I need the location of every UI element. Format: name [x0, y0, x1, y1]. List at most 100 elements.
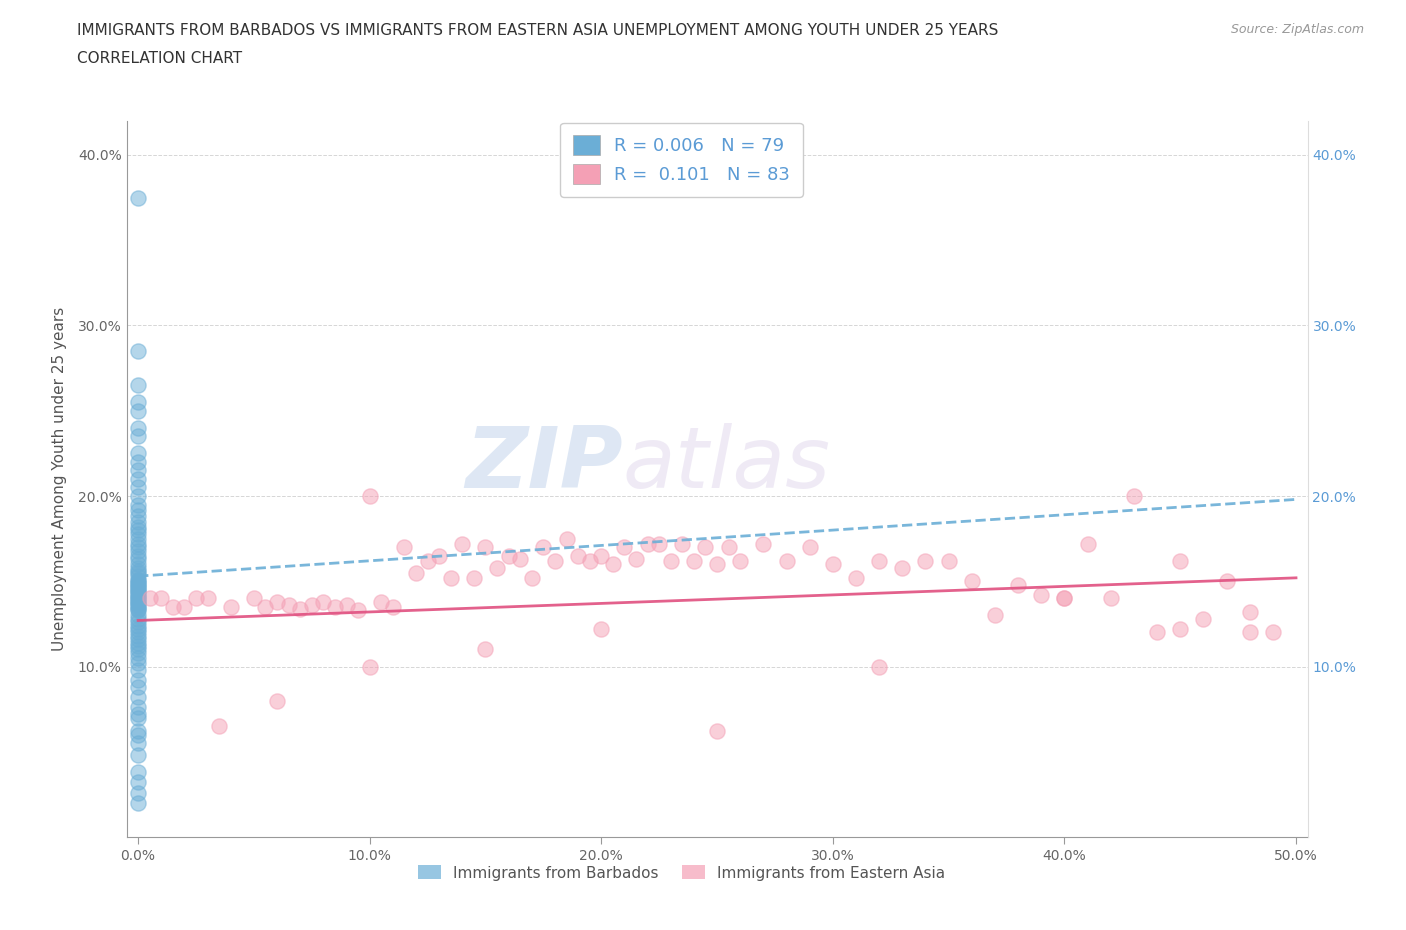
Point: [301, 598, 323, 613]
Legend: Immigrants from Barbados, Immigrants from Eastern Asia: Immigrants from Barbados, Immigrants fro…: [412, 859, 950, 886]
Point: [127, 539, 149, 554]
Point: [127, 795, 149, 810]
Point: [127, 472, 149, 486]
Point: [127, 480, 149, 495]
Point: [219, 600, 242, 615]
Point: [150, 591, 173, 605]
Point: [127, 600, 149, 615]
Point: [591, 621, 613, 636]
Point: [474, 539, 496, 554]
Point: [127, 565, 149, 580]
Point: [544, 553, 567, 568]
Point: [127, 594, 149, 609]
Point: [1239, 604, 1261, 619]
Point: [127, 572, 149, 587]
Point: [127, 344, 149, 359]
Point: [717, 539, 740, 554]
Point: [891, 560, 914, 575]
Point: [486, 560, 509, 575]
Point: [127, 690, 149, 705]
Point: [1261, 625, 1284, 640]
Point: [127, 578, 149, 592]
Point: [821, 557, 844, 572]
Point: [127, 446, 149, 461]
Point: [127, 588, 149, 603]
Point: [127, 711, 149, 725]
Point: [427, 549, 450, 564]
Point: [1122, 488, 1144, 503]
Point: [127, 564, 149, 578]
Text: IMMIGRANTS FROM BARBADOS VS IMMIGRANTS FROM EASTERN ASIA UNEMPLOYMENT AMONG YOUT: IMMIGRANTS FROM BARBADOS VS IMMIGRANTS F…: [77, 23, 998, 38]
Point: [138, 591, 160, 605]
Point: [312, 594, 335, 609]
Point: [127, 591, 149, 605]
Point: [706, 724, 728, 738]
Point: [868, 659, 890, 674]
Point: [1239, 625, 1261, 640]
Point: [243, 591, 266, 605]
Point: [613, 539, 636, 554]
Point: [1053, 591, 1076, 605]
Point: [359, 659, 381, 674]
Point: [394, 539, 416, 554]
Point: [474, 642, 496, 657]
Point: [127, 569, 149, 584]
Point: [173, 600, 195, 615]
Point: [347, 603, 370, 618]
Point: [254, 600, 277, 615]
Point: [266, 693, 288, 708]
Point: [127, 420, 149, 435]
Point: [509, 551, 531, 566]
Point: [591, 549, 613, 564]
Point: [1099, 591, 1122, 605]
Point: [127, 642, 149, 657]
Point: [127, 635, 149, 650]
Point: [1146, 625, 1168, 640]
Point: [451, 537, 474, 551]
Point: [567, 549, 589, 564]
Point: [695, 539, 717, 554]
Point: [127, 672, 149, 687]
Point: [1215, 574, 1237, 589]
Point: [381, 600, 404, 615]
Point: [127, 601, 149, 616]
Point: [127, 557, 149, 572]
Point: [127, 618, 149, 633]
Point: [277, 598, 299, 613]
Point: [868, 553, 890, 568]
Point: [208, 719, 231, 734]
Point: [1031, 588, 1053, 603]
Point: [162, 600, 184, 615]
Point: [127, 509, 149, 524]
Point: [127, 502, 149, 517]
Point: [1168, 553, 1191, 568]
Text: Source: ZipAtlas.com: Source: ZipAtlas.com: [1230, 23, 1364, 36]
Point: [127, 549, 149, 564]
Point: [127, 724, 149, 738]
Point: [323, 600, 346, 615]
Point: [914, 553, 936, 568]
Point: [127, 625, 149, 640]
Point: [706, 557, 728, 572]
Point: [127, 639, 149, 654]
Point: [127, 586, 149, 601]
Text: atlas: atlas: [623, 423, 831, 506]
Point: [127, 656, 149, 671]
Point: [659, 553, 682, 568]
Point: [127, 707, 149, 722]
Point: [266, 594, 288, 609]
Point: [127, 551, 149, 566]
Point: [683, 553, 706, 568]
Point: [127, 488, 149, 503]
Y-axis label: Unemployment Among Youth under 25 years: Unemployment Among Youth under 25 years: [52, 307, 66, 651]
Point: [127, 519, 149, 534]
Point: [127, 574, 149, 589]
Point: [127, 582, 149, 597]
Point: [127, 785, 149, 800]
Point: [127, 463, 149, 478]
Point: [127, 615, 149, 630]
Point: [290, 601, 312, 616]
Point: [845, 570, 868, 585]
Point: [127, 608, 149, 623]
Point: [184, 591, 207, 605]
